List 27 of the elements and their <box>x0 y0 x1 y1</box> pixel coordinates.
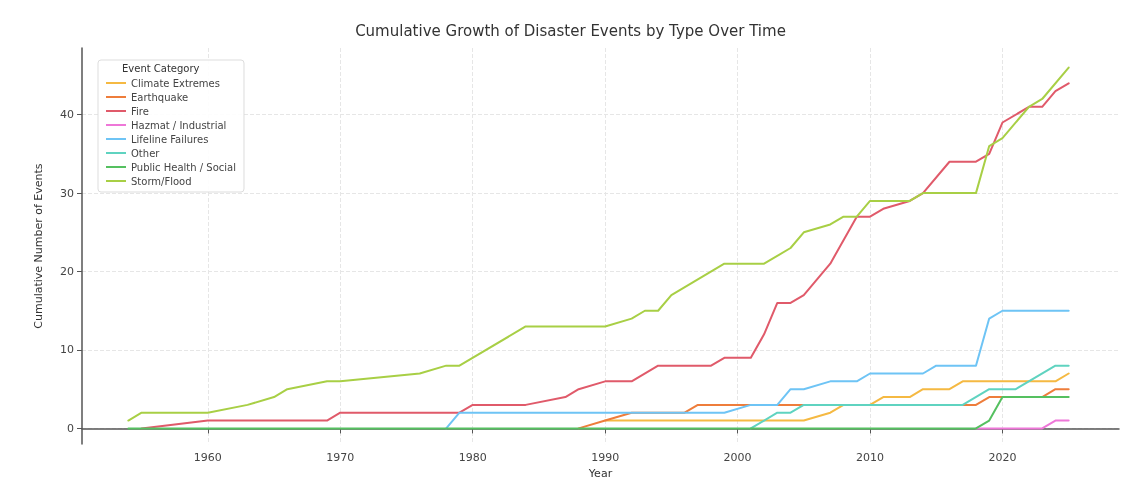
x-tick-label: 1980 <box>458 451 487 465</box>
legend-label: Hazmat / Industrial <box>131 119 227 131</box>
legend-title: Event Category <box>122 62 200 74</box>
y-tick-label: 40 <box>60 108 74 122</box>
x-tick-label: 2000 <box>723 451 752 465</box>
legend-label: Fire <box>131 105 149 117</box>
legend-label: Public Health / Social <box>131 161 236 173</box>
y-tick-label: 10 <box>60 343 74 357</box>
line-series <box>604 372 1070 422</box>
x-tick-label: 1970 <box>326 451 355 465</box>
legend-label: Storm/Flood <box>131 175 192 187</box>
legend-label: Climate Extremes <box>131 77 220 89</box>
legend-label: Lifeline Failures <box>131 133 209 145</box>
x-tick-label: 1990 <box>591 451 620 465</box>
x-axis-title: Year <box>587 467 613 480</box>
legend-label: Earthquake <box>131 91 189 103</box>
line-series <box>445 309 1070 430</box>
legend-label: Other <box>131 147 161 159</box>
x-tick-label: 2020 <box>988 451 1017 465</box>
x-tick-label: 1960 <box>193 451 222 465</box>
chart-title: Cumulative Growth of Disaster Events by Type Over Time <box>355 21 786 40</box>
y-tick-label: 30 <box>60 186 74 200</box>
y-axis-title: Cumulative Number of Events <box>32 163 45 329</box>
y-tick-label: 20 <box>60 265 74 279</box>
x-tick-label: 2010 <box>856 451 885 465</box>
y-tick-label: 0 <box>67 421 74 435</box>
line-series <box>749 364 1070 430</box>
